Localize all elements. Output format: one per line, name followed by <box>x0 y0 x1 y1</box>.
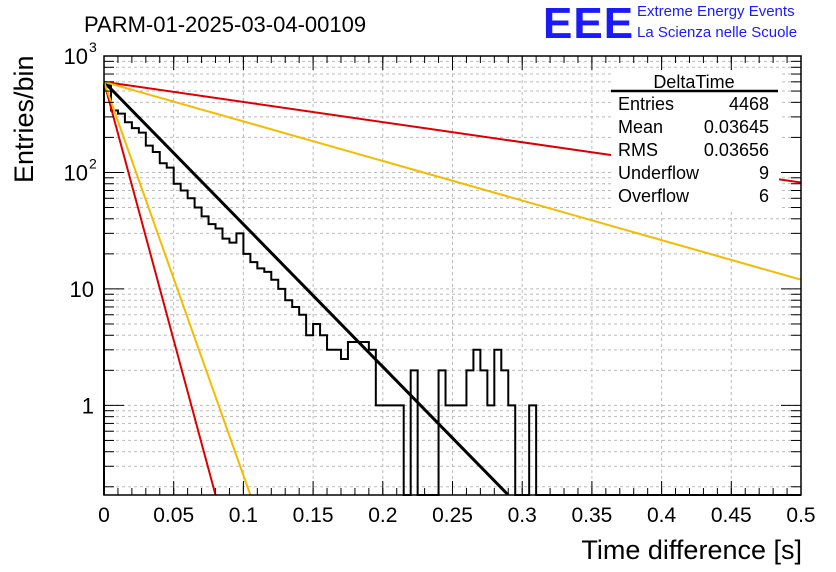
y-tick-label: 10 <box>64 160 88 185</box>
y-tick-exponent: 2 <box>89 155 97 171</box>
y-tick-label: 10 <box>64 44 88 69</box>
x-tick-label: 0.15 <box>293 504 334 527</box>
x-tick-label: 0.5 <box>786 504 815 527</box>
logo-line-2: La Scienza nelle Scuole <box>637 24 798 41</box>
stats-row-label: RMS <box>618 140 658 160</box>
x-tick-label: 0 <box>98 504 110 527</box>
fit-line-yellow-steep <box>104 81 252 495</box>
x-tick-label: 0.4 <box>647 504 677 527</box>
stats-row-value: 4468 <box>729 94 769 114</box>
tick-layer <box>103 56 802 495</box>
stats-row-label: Overflow <box>618 186 690 206</box>
y-tick-label: 10 <box>70 277 94 302</box>
x-tick-label: 0.45 <box>711 504 752 527</box>
grid-layer <box>104 56 801 495</box>
stats-title: DeltaTime <box>653 72 734 92</box>
y-tick-exponent: 3 <box>89 39 97 55</box>
stats-rows: Entries 4468 Mean 0.03645 RMS 0.03656Underflo… <box>618 94 769 206</box>
stats-row-label: Mean <box>618 117 663 137</box>
x-tick-label: 0.2 <box>368 504 397 527</box>
y-axis-label: Entries/bin <box>9 55 39 183</box>
stats-row-value: 0.03645 <box>704 117 769 137</box>
x-tick-label: 0.1 <box>229 504 258 527</box>
x-axis-label: Time difference [s] <box>581 535 802 565</box>
stats-row-value: 6 <box>759 186 769 206</box>
stats-row-label: Underflow <box>618 163 700 183</box>
x-tick-label: 0.35 <box>571 504 612 527</box>
logo-line-1: Extreme Energy Events <box>637 3 795 20</box>
fit-line-main <box>104 80 510 495</box>
stats-box: DeltaTime Entries 4468 Mean 0.03645 RMS 0.036… <box>611 70 779 210</box>
stats-row-label: Entries <box>618 94 674 114</box>
fit-line-red-steep <box>104 81 217 495</box>
stats-row-value: 9 <box>759 163 769 183</box>
x-tick-label: 0.25 <box>432 504 473 527</box>
chart-title: PARM-01-2025-03-04-00109 <box>84 12 366 37</box>
x-tick-label: 0.3 <box>508 504 537 527</box>
eee-logo: EEE <box>543 0 635 48</box>
tick-label-layer: 0 0.05 0.1 0.15 0.2 0.25 0.3 0.35 0.4 0.45 0.5 1 10 1… <box>64 39 816 527</box>
y-tick-label: 1 <box>82 393 94 418</box>
x-tick-label: 0.05 <box>153 504 194 527</box>
fit-line-yellow-shallow <box>104 80 801 281</box>
stats-row-value: 0.03656 <box>704 140 769 160</box>
